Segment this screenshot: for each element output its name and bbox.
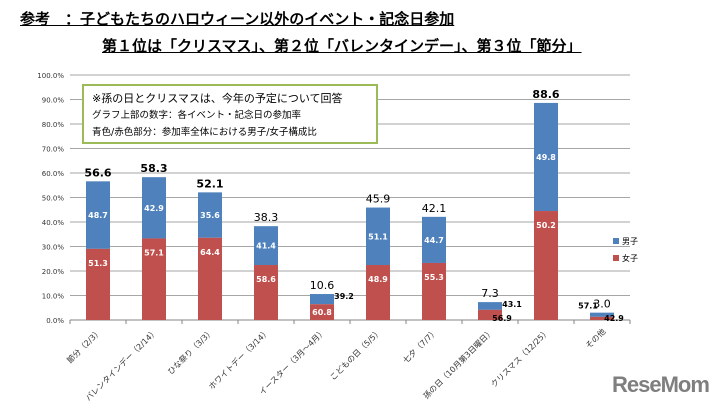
- x-category-label: ひな祭り（3/3）: [165, 326, 215, 376]
- bar-boys: [422, 216, 446, 263]
- girls-label: 48.9: [368, 275, 388, 284]
- bar-girls: [590, 316, 614, 320]
- boys-label: 48.7: [88, 211, 108, 220]
- bar-girls: [478, 309, 502, 320]
- bar-girls: [198, 237, 222, 320]
- y-tick-label: 0.0%: [46, 317, 64, 325]
- y-tick-label: 40.0%: [42, 219, 65, 227]
- x-category-label: その他: [583, 326, 607, 350]
- x-category-label: 七夕（7/7）: [401, 326, 440, 365]
- y-tick-label: 70.0%: [42, 146, 65, 154]
- bar-boys: [198, 192, 222, 238]
- bar-boys: [534, 102, 558, 212]
- legend-swatch: [613, 238, 619, 244]
- y-tick-label: 50.0%: [42, 195, 65, 203]
- x-category-label: こどもの日（5/5）: [328, 327, 383, 382]
- legend-label: 男子: [622, 237, 638, 246]
- girls-label: 55.3: [424, 273, 444, 282]
- note-line-1: ※孫の日とクリスマスは、今年の予定について回答: [92, 92, 343, 105]
- bar-boys: [366, 207, 390, 266]
- total-label: 7.3: [481, 287, 499, 300]
- boys-label: 39.2: [334, 292, 354, 301]
- total-label: 3.0: [593, 298, 611, 311]
- boys-label: 41.4: [256, 242, 276, 251]
- girls-label: 50.2: [536, 221, 556, 230]
- bar-girls: [86, 248, 110, 320]
- legend-label: 女子: [622, 253, 638, 263]
- girls-label: 57.1: [144, 248, 164, 257]
- bar-boys: [310, 294, 334, 305]
- chart-note: ※孫の日とクリスマスは、今年の予定について回答 グラフ上部の数字：各イベント・記…: [82, 84, 378, 144]
- y-tick-label: 100.0%: [37, 72, 64, 80]
- girls-label: 64.4: [200, 248, 220, 257]
- bar-boys: [590, 312, 614, 317]
- total-label: 38.3: [254, 211, 279, 224]
- x-category-label: 節分（2/3）: [65, 326, 104, 365]
- bar-boys: [142, 177, 166, 239]
- boys-label: 57.1: [578, 302, 598, 311]
- x-category-label: クリスマス（12/25）: [489, 327, 551, 389]
- total-label: 88.6: [532, 88, 559, 101]
- x-category-label: ホワイトデー（3/14）: [206, 326, 271, 391]
- bar-girls: [534, 211, 558, 320]
- page-subtitle: 第１位は「クリスマス」、第２位「バレンタインデー」、第３位「節分」: [102, 37, 582, 55]
- bar-girls: [254, 265, 278, 320]
- total-label: 42.1: [422, 202, 447, 215]
- girls-label: 56.9: [492, 314, 512, 323]
- y-tick-label: 60.0%: [42, 170, 65, 178]
- y-tick-label: 20.0%: [42, 268, 65, 276]
- boys-label: 35.6: [200, 211, 220, 220]
- bar-boys: [86, 181, 110, 249]
- girls-label: 58.6: [256, 275, 276, 284]
- boys-label: 49.8: [536, 153, 556, 162]
- boys-label: 43.1: [502, 300, 522, 309]
- total-label: 56.6: [84, 166, 111, 179]
- y-tick-label: 90.0%: [42, 97, 65, 105]
- boys-label: 42.9: [144, 204, 164, 213]
- resemom-logo: ReseMom: [612, 372, 710, 397]
- y-tick-label: 80.0%: [42, 121, 65, 129]
- total-label: 58.3: [140, 162, 167, 175]
- girls-label: 60.8: [312, 308, 332, 317]
- girls-label: 51.3: [88, 259, 108, 268]
- x-category-label: イースター（3月～4月）: [258, 327, 328, 397]
- page-title: 参考 ：子どもたちのハロウィーン以外のイベント・記念日参加: [20, 10, 455, 28]
- note-line-3: 青色/赤色部分：参加率全体における男子/女子構成比: [92, 127, 317, 138]
- note-line-2: グラフ上部の数字：各イベント・記念日の参加率: [92, 110, 302, 121]
- bar-boys: [478, 302, 502, 310]
- girls-label: 42.9: [604, 314, 624, 323]
- total-label: 52.1: [196, 177, 223, 190]
- bar-girls: [142, 238, 166, 320]
- y-tick-label: 30.0%: [42, 244, 65, 252]
- y-tick-label: 10.0%: [42, 293, 65, 301]
- bar-girls: [422, 262, 446, 320]
- bar-boys: [254, 226, 278, 266]
- boys-label: 44.7: [424, 236, 444, 245]
- boys-label: 51.1: [368, 232, 388, 241]
- bar-girls: [310, 304, 334, 320]
- total-label: 45.9: [366, 193, 391, 206]
- bar-girls: [366, 265, 390, 320]
- total-label: 10.6: [310, 279, 335, 292]
- legend-swatch: [613, 255, 619, 261]
